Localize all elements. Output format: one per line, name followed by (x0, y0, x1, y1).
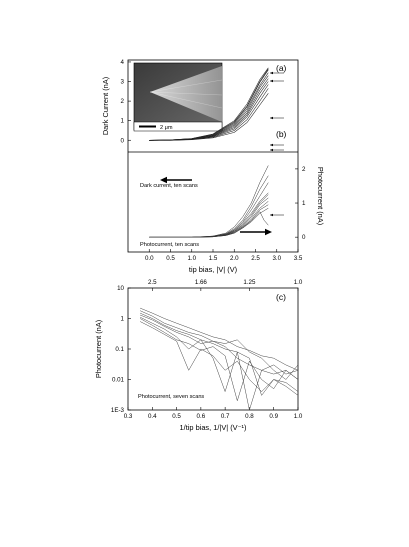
panel-b-annotation: Photocurrent, ten scans (140, 242, 199, 248)
scale-bar-box (133, 121, 223, 132)
panel-c-xlabel: 1/tip bias, 1/|V| (V⁻¹) (180, 423, 247, 432)
photocurrent-log-line (139, 321, 299, 396)
panel-c-series (139, 307, 299, 411)
photocurrent-log-line (140, 314, 299, 380)
photocurrent-log-line (139, 310, 299, 380)
arrow-head (270, 213, 273, 217)
panel-b-ylabel: Photocurrent (nA) (316, 167, 325, 225)
panel-c-label: (c) (276, 292, 286, 302)
panel-b-xlabel: tip bias, |V| (V) (189, 265, 237, 274)
x-tick-label: 0.6 (197, 413, 206, 420)
y-tick-label: 3 (121, 79, 125, 86)
arrow-head (270, 71, 273, 75)
y-tick-label: 4 (121, 59, 125, 66)
arrow-head (270, 116, 273, 120)
sem-tip-shape (150, 66, 222, 122)
panel-b-label: (b) (276, 129, 287, 139)
x-tick-label: 0.4 (148, 413, 157, 420)
panel-c-annotation: Photocurrent, seven scans (138, 394, 204, 400)
left-axis-arrowhead (160, 176, 167, 184)
photocurrent-line (149, 192, 269, 238)
scan-end-arrows (270, 71, 284, 217)
photocurrent-line (149, 165, 269, 238)
panel-c-frame (127, 287, 299, 411)
x-tick-label: 0.3 (124, 413, 133, 420)
sem-tip-facets (149, 79, 223, 109)
photocurrent-line (149, 211, 269, 238)
panel-a-ylabel: Dark Current (nA) (101, 77, 110, 135)
y-tick-label: 1E-3 (111, 407, 125, 414)
photocurrent-log-line (140, 307, 299, 371)
x-tick-label: 0.7 (221, 413, 230, 420)
y-tick-label: 1 (302, 200, 306, 207)
x-tick-label: 1.0 (294, 413, 303, 420)
photocurrent-log-line (139, 316, 299, 411)
y-tick-label: 0.01 (112, 377, 125, 384)
y-tick-label: 2 (302, 166, 306, 173)
y-tick-label: 1 (121, 118, 125, 125)
panel-c-ticks: 0.3 0.4 0.5 0.6 0.7 0.8 0.9 1.0 10 1 0.1 0.01 1E-3 2.… (111, 279, 303, 420)
photocurrent-line (149, 207, 269, 238)
top-x-tick-label: 1.25 (243, 279, 256, 286)
y-tick-label: 0 (121, 137, 125, 144)
sem-inset: 2 μm (133, 62, 223, 132)
x-tick-label: 0.0 (145, 255, 154, 262)
x-tick-label: 3.5 (294, 255, 303, 262)
arrow-head (270, 148, 273, 152)
x-tick-label: 0.5 (166, 255, 175, 262)
top-x-tick-label: 2.5 (148, 279, 157, 286)
y-tick-label: 10 (117, 285, 124, 292)
photocurrent-log-line (139, 312, 299, 396)
top-x-tick-label: 1.66 (195, 279, 208, 286)
arrow-head (270, 79, 273, 83)
x-tick-label: 0.9 (269, 413, 278, 420)
x-tick-label: 0.5 (172, 413, 181, 420)
y-tick-label: 1 (121, 316, 125, 323)
panel-a-y-ticks: 0 1 2 3 4 (121, 59, 131, 144)
x-tick-label: 2.5 (251, 255, 260, 262)
y-tick-label: 2 (121, 98, 125, 105)
x-tick-label: 1.5 (209, 255, 218, 262)
x-tick-label: 1.0 (187, 255, 196, 262)
axis-direction-arrows (160, 176, 272, 236)
scale-bar-label: 2 μm (160, 125, 173, 131)
y-tick-label: 0.1 (115, 346, 124, 353)
top-x-tick-label: 1.0 (294, 279, 303, 286)
panel-a-series (149, 67, 269, 141)
x-tick-label: 3.0 (272, 255, 281, 262)
photocurrent-line (149, 194, 269, 238)
dark-current-line (149, 67, 269, 141)
panel-a-label: (a) (276, 63, 287, 73)
panel-b-series (149, 165, 269, 238)
arrow-head (270, 143, 273, 147)
photocurrent-log-line (139, 318, 299, 402)
panel-c-ylabel: Photocurrent (nA) (94, 320, 103, 378)
x-tick-label: 2.0 (230, 255, 239, 262)
x-tick-label: 0.8 (245, 413, 254, 420)
y-tick-label: 0 (302, 234, 306, 241)
panel-b-ticks: 0.0 0.5 1.0 1.5 2.0 2.5 3.0 3.5 0 1 2 (145, 166, 306, 262)
panel-a-annotation: Dark current, ten scans (140, 183, 198, 189)
right-axis-arrowhead (265, 228, 272, 236)
photocurrent-line (149, 182, 269, 238)
